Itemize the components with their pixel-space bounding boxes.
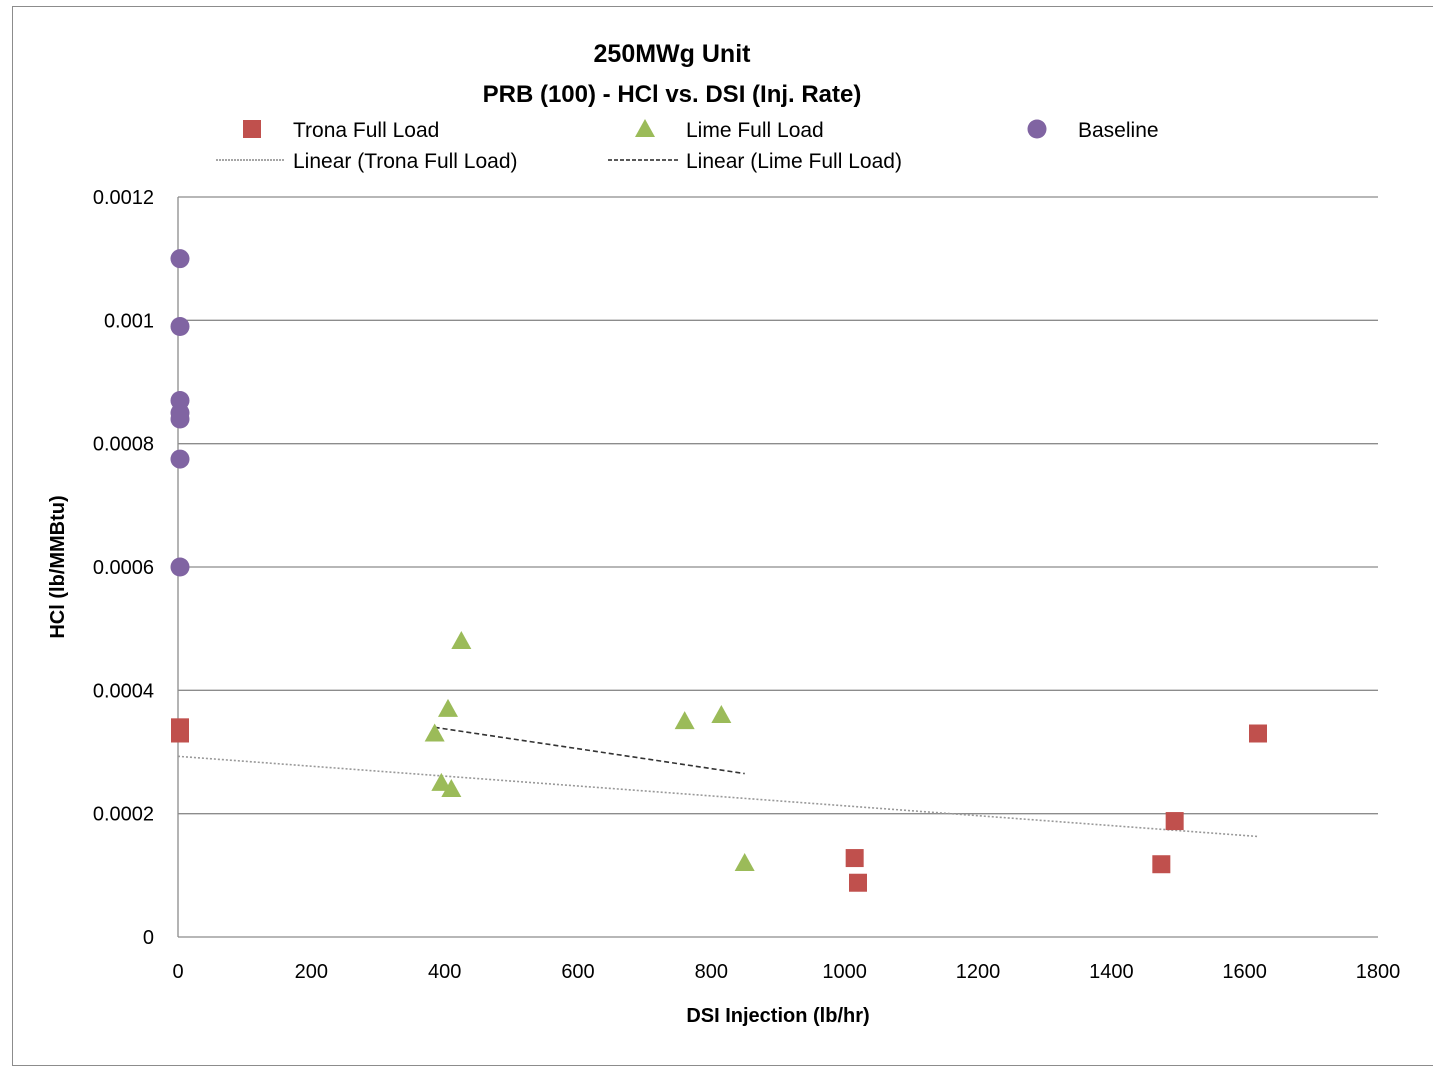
y-tick-label: 0.001 — [104, 310, 154, 332]
x-tick-label: 1000 — [822, 961, 867, 983]
chart-title: 250MWg Unit — [594, 40, 752, 68]
data-point-square — [849, 873, 867, 892]
y-tick-label: 0.0012 — [93, 187, 154, 209]
x-tick-label: 1800 — [1356, 961, 1401, 983]
legend-label: Trona Full Load — [293, 119, 439, 142]
data-point-circle — [170, 449, 190, 469]
data-point-triangle — [431, 772, 452, 791]
data-point-circle — [170, 317, 190, 336]
legend-label: Linear (Lime Full Load) — [686, 150, 902, 173]
chart-subtitle: PRB (100) - HCl vs. DSI (Inj. Rate) — [483, 81, 862, 108]
y-tick-label: 0.0004 — [93, 680, 154, 702]
x-tick-label: 1600 — [1222, 961, 1267, 983]
data-point-triangle — [674, 711, 695, 730]
data-point-square — [1152, 855, 1171, 874]
data-point-square — [1249, 724, 1267, 743]
y-tick-label: 0.0006 — [93, 557, 154, 579]
data-point-circle — [170, 557, 190, 577]
data-point-triangle — [711, 705, 732, 723]
x-axis-title: DSI Injection (lb/hr) — [686, 1005, 869, 1027]
x-tick-label: 800 — [695, 961, 728, 983]
x-tick-label: 1200 — [956, 961, 1001, 983]
x-tick-labels: 0 200 400 600 800 1000 1200 1400 1600 1800 — [172, 961, 1400, 983]
trendline — [177, 755, 1259, 838]
gridlines — [178, 196, 1378, 815]
legend-marker — [243, 120, 261, 138]
x-tick-label: 1400 — [1089, 961, 1134, 983]
data-point-triangle — [734, 853, 755, 871]
y-axis-title: HCl (lb/MMBtu) — [47, 495, 69, 638]
legend-marker — [1027, 119, 1047, 139]
legend-label: Baseline — [1078, 119, 1159, 142]
legend-marker — [635, 119, 655, 137]
y-tick-label: 0 — [143, 927, 154, 949]
x-tick-label: 600 — [561, 961, 594, 983]
trendline — [434, 726, 745, 775]
data-point-triangle — [441, 779, 462, 797]
x-tick-label: 0 — [172, 961, 183, 983]
y-tick-label: 0.0002 — [93, 804, 154, 826]
x-tick-label: 200 — [295, 961, 328, 983]
data-point-square — [1165, 812, 1184, 831]
legend: Trona Full Load Lime Full Load Baseline Lin… — [216, 119, 1159, 173]
legend-label: Linear (Trona Full Load) — [293, 150, 518, 173]
data-point-circle — [170, 249, 190, 269]
data-point-triangle — [438, 698, 458, 717]
x-tick-label: 400 — [428, 961, 461, 983]
data-point-circle — [170, 409, 190, 429]
data-point-square — [845, 849, 864, 868]
data-point-triangle — [451, 631, 472, 649]
y-tick-labels: 0 0.0002 0.0004 0.0006 0.0008 0.001 0.0012 — [93, 187, 154, 949]
legend-label: Lime Full Load — [686, 119, 824, 142]
trendlines — [177, 726, 1259, 838]
y-tick-label: 0.0008 — [93, 434, 154, 456]
data-point-square — [171, 724, 189, 743]
data-points — [170, 249, 1267, 892]
data-point-triangle — [424, 723, 445, 742]
